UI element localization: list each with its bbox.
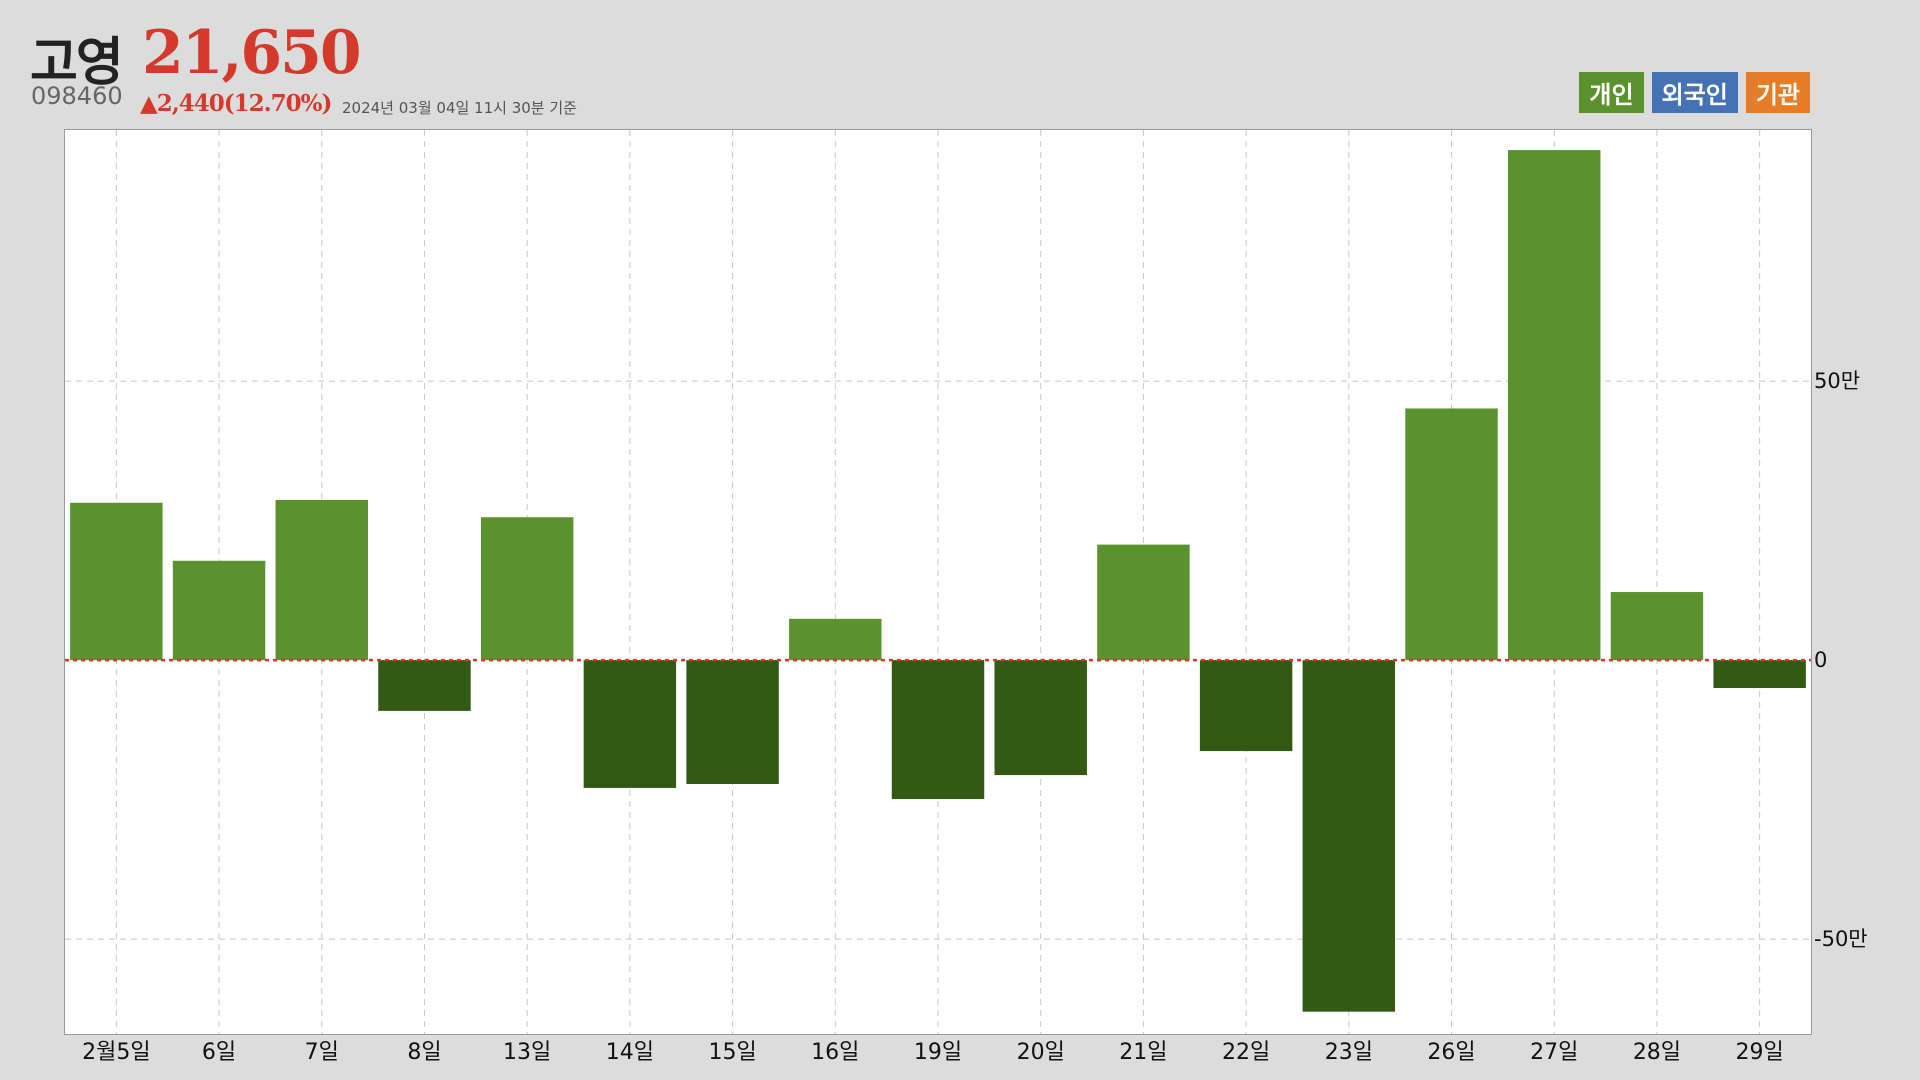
stock-price: 21,650: [142, 18, 362, 88]
bar-11: [1199, 660, 1293, 752]
legend: 개인 외국인 기관: [1579, 72, 1810, 113]
y-tick-label: 50만: [1814, 369, 1860, 393]
bar-10: [1097, 544, 1190, 661]
stock-code: 098460: [31, 82, 123, 110]
bar-6: [686, 660, 779, 785]
x-tick-label: 29일: [1736, 1040, 1784, 1065]
chart-area: 2월5일 6일 7일 8일 13일 14일 15일 16일 19일 20일 21일 22일 23일 26일…: [64, 129, 1868, 1065]
bar-15: [1610, 592, 1704, 661]
x-tick-label: 20일: [1017, 1040, 1065, 1065]
bar-chart: 2월5일 6일 7일 8일 13일 14일 15일 16일 19일 20일 21일 22일 23일 26일…: [65, 130, 1868, 1065]
x-tick-label: 19일: [914, 1040, 962, 1065]
x-tick-label: 21일: [1119, 1040, 1167, 1065]
timestamp: 2024년 03월 04일 11시 30분 기준: [342, 99, 577, 117]
x-tick-label: 13일: [503, 1040, 551, 1065]
bar-4: [480, 517, 574, 661]
x-tick-label: 16일: [811, 1040, 859, 1065]
x-tick-label: 23일: [1325, 1040, 1373, 1065]
x-tick-label: 6일: [202, 1040, 236, 1065]
y-tick-label: 0: [1814, 648, 1827, 672]
price-change: ▲2,440(12.70%): [140, 90, 332, 117]
stock-name: 고영: [30, 33, 124, 93]
x-tick-label: 7일: [305, 1040, 339, 1065]
x-tick-label: 27일: [1530, 1040, 1578, 1065]
bar-3: [378, 660, 471, 711]
x-tick-label: 15일: [708, 1040, 756, 1065]
bar-16: [1713, 660, 1806, 689]
bar-5: [583, 660, 677, 788]
bar-2: [275, 499, 368, 661]
bar-9: [994, 660, 1087, 776]
x-tick-label: 8일: [407, 1040, 441, 1065]
bar-7: [789, 618, 882, 661]
x-tick-label: 2월5일: [82, 1040, 150, 1065]
y-tick-label: -50만: [1814, 927, 1868, 951]
x-tick-label: 14일: [606, 1040, 654, 1065]
x-tick-label: 28일: [1633, 1040, 1681, 1065]
bar-1: [172, 560, 266, 661]
header: 고영 21,650 098460 ▲2,440(12.70%) 2024년 03…: [0, 0, 1920, 125]
x-tick-label: 22일: [1222, 1040, 1270, 1065]
legend-foreign-button[interactable]: 외국인: [1651, 72, 1738, 113]
legend-institution-button[interactable]: 기관: [1745, 72, 1810, 113]
bar-13: [1405, 408, 1498, 661]
bar-0: [70, 502, 163, 661]
bar-12: [1302, 660, 1396, 1012]
bar-8: [891, 660, 985, 800]
legend-individual-button[interactable]: 개인: [1579, 72, 1644, 113]
x-tick-label: 26일: [1427, 1040, 1475, 1065]
bar-14: [1508, 150, 1601, 661]
